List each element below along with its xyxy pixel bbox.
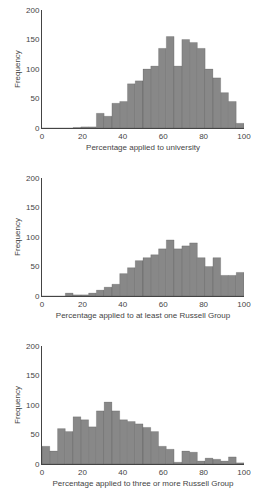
svg-text:80: 80	[199, 300, 208, 309]
svg-text:Frequency: Frequency	[13, 218, 22, 256]
svg-text:40: 40	[118, 300, 127, 309]
svg-text:0: 0	[40, 468, 45, 477]
svg-text:60: 60	[159, 132, 168, 141]
svg-text:60: 60	[159, 300, 168, 309]
svg-text:0: 0	[35, 124, 40, 133]
svg-text:0: 0	[40, 132, 45, 141]
svg-text:40: 40	[118, 468, 127, 477]
svg-text:100: 100	[237, 468, 251, 477]
svg-text:Percentage applied to universi: Percentage applied to university	[86, 143, 200, 152]
svg-text:0: 0	[35, 292, 40, 301]
svg-text:20: 20	[78, 132, 87, 141]
svg-text:40: 40	[118, 132, 127, 141]
svg-text:20: 20	[78, 468, 87, 477]
svg-text:0: 0	[35, 460, 40, 469]
svg-text:200: 200	[26, 342, 40, 351]
svg-text:100: 100	[26, 401, 40, 410]
svg-text:Percentage applied to at least: Percentage applied to at least one Russe…	[56, 311, 231, 320]
svg-text:80: 80	[199, 132, 208, 141]
svg-text:100: 100	[26, 65, 40, 74]
svg-text:200: 200	[26, 174, 40, 183]
svg-text:80: 80	[199, 468, 208, 477]
svg-text:Frequency: Frequency	[13, 386, 22, 424]
svg-text:0: 0	[40, 300, 45, 309]
svg-text:Frequency: Frequency	[13, 50, 22, 88]
svg-text:100: 100	[26, 233, 40, 242]
svg-text:150: 150	[26, 35, 40, 44]
svg-text:20: 20	[78, 300, 87, 309]
svg-text:50: 50	[30, 430, 39, 439]
svg-text:150: 150	[26, 203, 40, 212]
svg-text:Percentage applied to three or: Percentage applied to three or more Russ…	[53, 479, 235, 488]
svg-text:50: 50	[30, 262, 39, 271]
svg-text:150: 150	[26, 371, 40, 380]
svg-text:50: 50	[30, 94, 39, 103]
svg-text:100: 100	[237, 300, 251, 309]
svg-text:200: 200	[26, 6, 40, 15]
svg-text:100: 100	[237, 132, 251, 141]
svg-text:60: 60	[159, 468, 168, 477]
